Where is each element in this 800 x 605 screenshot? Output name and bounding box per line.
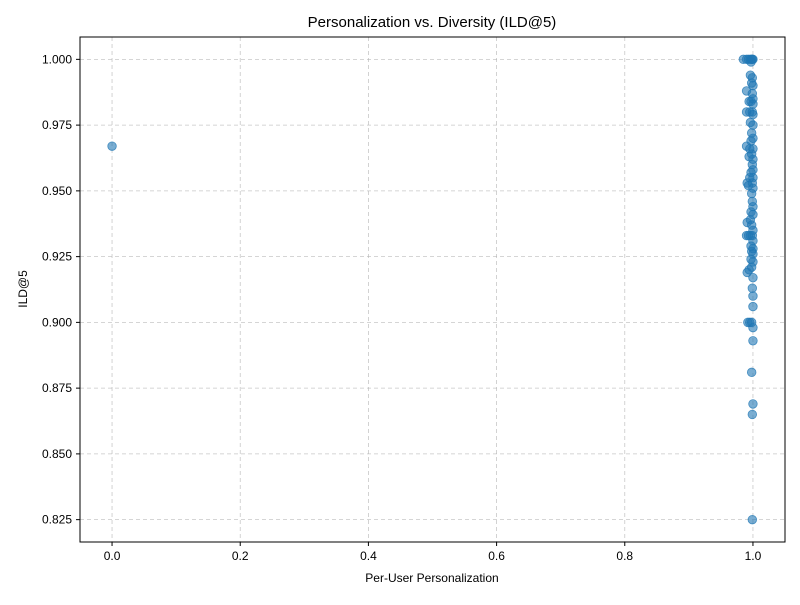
data-point [748,99,758,109]
x-tick-label: 0.4 [360,549,377,563]
data-point [748,322,758,333]
data-point [742,267,752,278]
y-tick-label: 1.000 [42,52,72,66]
x-tick-label: 0.2 [232,549,249,563]
data-point [107,141,117,151]
data-point [747,514,758,525]
data-point [746,78,757,88]
data-point [748,109,758,120]
y-tick-label: 0.825 [42,513,72,527]
y-tick-label: 0.925 [42,250,72,264]
points-layer [107,54,758,525]
data-point [746,188,757,199]
data-point [748,301,758,312]
data-point [746,367,757,378]
y-tick-label: 0.975 [42,118,72,132]
data-point [747,409,758,420]
data-point [747,54,758,65]
data-point [748,336,758,346]
ticks-layer: 0.0 0.2 0.4 0.6 0.8 1.0 0.825 0.850 0.875 0.900 0.… [42,52,762,563]
y-tick-label: 0.950 [42,184,72,198]
x-tick-label: 0.8 [616,549,633,563]
x-axis-label: Per-User Personalization [365,571,498,585]
data-point [748,399,758,409]
plot-frame [79,36,786,543]
y-tick-label: 0.900 [42,315,72,329]
y-axis-label: ILD@5 [16,270,30,308]
data-point [748,272,758,283]
x-tick-label: 0.6 [488,549,505,563]
x-tick-label: 0.0 [104,549,121,563]
data-point [748,291,758,301]
x-tick-label: 1.0 [745,549,762,563]
data-point [748,120,758,130]
y-tick-label: 0.850 [42,447,72,461]
chart-title: Personalization vs. Diversity (ILD@5) [308,14,557,31]
data-point [747,283,758,293]
y-tick-label: 0.875 [42,381,72,395]
